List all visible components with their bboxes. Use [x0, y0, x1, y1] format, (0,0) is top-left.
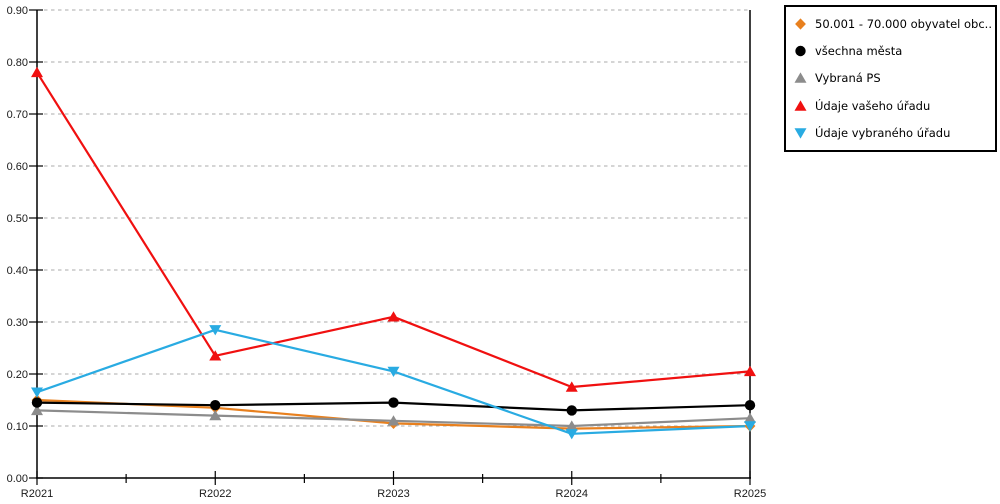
data-point-circle [744, 400, 756, 411]
data-point-triangle-down [387, 366, 400, 377]
legend-item-label: Údaje vašeho úřadu [815, 98, 931, 113]
x-tick-label: R2022 [199, 488, 231, 500]
data-point-triangle-up [387, 311, 400, 322]
data-point-triangle-down [565, 429, 578, 440]
data-point-triangle-up [31, 66, 43, 78]
triangle-down-marker-icon [794, 128, 807, 139]
triangle-up-glyph [794, 100, 807, 111]
legend-item-label: Údaje vybraného úřadu [815, 126, 951, 141]
legend-item-label: Vybraná PS [815, 71, 881, 86]
data-point-circle [31, 397, 43, 408]
circle-marker-icon [795, 45, 806, 57]
legend-item-label: všechna města [815, 44, 903, 59]
x-tick-label: R2025 [734, 488, 766, 500]
legend: 50.001 - 70.000 obyvatel obc... všechna … [784, 5, 997, 152]
series-line-3 [35, 71, 752, 389]
y-tick-label: 0.30 [7, 317, 28, 329]
triangle-up-marker-icon [794, 100, 807, 111]
data-point-triangle-down [209, 325, 222, 336]
y-tick-label: 0.40 [7, 265, 28, 277]
data-point-circle [388, 397, 399, 408]
triangle-up-marker-icon [794, 72, 807, 84]
data-point-triangle-up [209, 410, 222, 421]
y-tick-label: 0.60 [7, 161, 28, 173]
legend-item-label: 50.001 - 70.000 obyvatel obc... [815, 16, 991, 31]
legend-item-all-cities: všechna města [793, 44, 991, 58]
data-point-circle [210, 400, 221, 411]
data-point-circle [566, 405, 577, 416]
data-point-triangle-up [387, 415, 400, 426]
data-point-triangle-down [744, 421, 756, 432]
diamond-glyph [795, 18, 806, 30]
y-tick-label: 0.10 [7, 421, 28, 433]
y-tick-label: 0.00 [7, 473, 28, 485]
circle-glyph [795, 45, 806, 57]
y-tick-label: 0.70 [7, 109, 28, 121]
y-tick-label: 0.50 [7, 213, 28, 225]
diamond-marker-icon [795, 18, 806, 30]
x-tick-label: R2024 [556, 488, 588, 500]
x-tick-label: R2023 [377, 488, 409, 500]
y-tick-label: 0.80 [7, 57, 28, 69]
legend-item-population-band: 50.001 - 70.000 obyvatel obc... [793, 17, 991, 31]
legend-item-your-office: Údaje vašeho úřadu [793, 99, 991, 113]
data-point-triangle-down [31, 387, 43, 398]
y-tick-label: 0.90 [7, 5, 28, 17]
data-point-triangle-up [209, 350, 222, 361]
y-tick-label: 0.20 [7, 369, 28, 381]
data-point-triangle-up [565, 420, 578, 431]
triangle-down-glyph [794, 128, 807, 139]
x-tick-label: R2021 [21, 488, 53, 500]
data-point-triangle-up [31, 404, 43, 416]
legend-item-chosen-office: Údaje vybraného úřadu [793, 126, 991, 140]
legend-item-selected-ps: Vybraná PS [793, 71, 991, 85]
triangle-up-glyph [794, 72, 807, 84]
data-point-triangle-up [744, 412, 756, 423]
data-point-triangle-up [744, 365, 756, 377]
data-point-triangle-up [565, 381, 578, 392]
